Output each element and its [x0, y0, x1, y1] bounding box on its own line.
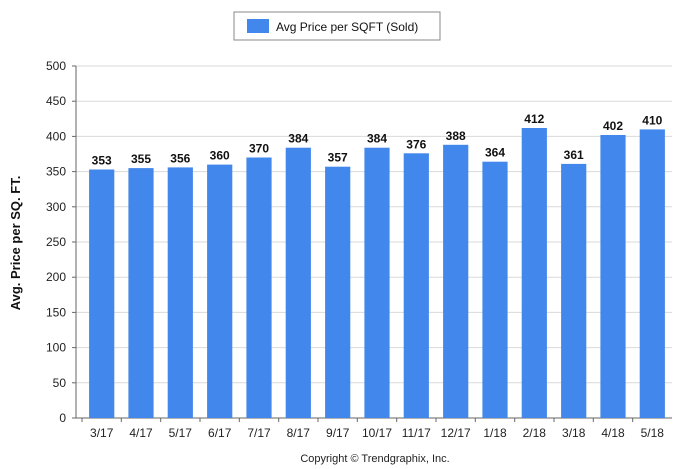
- y-tick-label: 50: [53, 376, 67, 390]
- bar-value-label: 361: [564, 148, 584, 162]
- bar: [325, 166, 351, 418]
- x-tick-label: 3/17: [90, 426, 114, 440]
- x-tick-label: 11/17: [402, 426, 431, 440]
- legend-label: Avg Price per SQFT (Sold): [276, 20, 418, 34]
- legend-swatch: [247, 19, 269, 33]
- bar-value-label: 355: [131, 152, 151, 166]
- y-tick-label: 0: [59, 411, 66, 425]
- x-tick-label: 8/17: [287, 426, 311, 440]
- bar-value-label: 360: [210, 149, 230, 163]
- bar: [285, 147, 311, 418]
- y-tick-label: 300: [46, 200, 66, 214]
- bar: [443, 144, 469, 419]
- x-tick-label: 4/18: [601, 426, 625, 440]
- x-tick-label: 10/17: [362, 426, 392, 440]
- bar: [561, 163, 587, 418]
- bar-value-label: 364: [485, 146, 505, 160]
- y-tick-label: 250: [46, 235, 66, 249]
- bar-value-label: 410: [642, 113, 662, 127]
- bar-value-label: 412: [524, 112, 544, 126]
- bars-layer: 353 355 356 360 370 384 357 384 376 388 364 412 361 4…: [89, 112, 665, 419]
- axis-layer: 0 50 100 150 200 250 300 350 400 450 500 3/17 4/17 5/…: [46, 59, 672, 440]
- x-tick-label: 4/17: [129, 426, 153, 440]
- bar: [167, 167, 193, 418]
- x-tick-label: 7/17: [247, 426, 271, 440]
- bar-value-label: 384: [367, 132, 387, 146]
- bar: [600, 135, 626, 418]
- bar: [364, 147, 390, 418]
- bar-value-label: 356: [170, 151, 190, 165]
- bar: [482, 161, 508, 418]
- legend: Avg Price per SQFT (Sold): [233, 11, 441, 41]
- bar: [246, 157, 272, 418]
- x-tick-label: 9/17: [326, 426, 350, 440]
- bar-value-label: 357: [328, 151, 348, 165]
- x-tick-label: 1/18: [483, 426, 507, 440]
- bar: [89, 169, 115, 418]
- y-tick-label: 500: [46, 59, 66, 73]
- y-tick-label: 400: [46, 129, 66, 143]
- y-tick-label: 450: [46, 94, 66, 108]
- x-tick-label: 5/18: [641, 426, 665, 440]
- bar: [128, 168, 154, 418]
- x-tick-label: 3/18: [562, 426, 586, 440]
- bar: [639, 129, 665, 418]
- y-tick-label: 100: [46, 341, 66, 355]
- y-axis-label: Avg. Price per SQ. FT.: [8, 176, 23, 311]
- bar-value-label: 353: [92, 154, 112, 168]
- x-tick-label: 5/17: [169, 426, 193, 440]
- y-tick-label: 200: [46, 270, 66, 284]
- bar: [403, 153, 429, 419]
- bar-value-label: 402: [603, 119, 623, 133]
- y-tick-label: 350: [46, 165, 66, 179]
- copyright-footer: Copyright © Trendgraphix, Inc.: [300, 453, 449, 465]
- y-tick-label: 150: [46, 305, 66, 319]
- bar: [521, 128, 547, 418]
- bar-value-label: 384: [288, 132, 308, 146]
- bar-value-label: 388: [446, 129, 466, 143]
- bar: [207, 164, 233, 418]
- x-tick-label: 6/17: [208, 426, 232, 440]
- x-tick-label: 12/17: [441, 426, 471, 440]
- x-tick-label: 2/18: [523, 426, 547, 440]
- bar-value-label: 376: [406, 137, 426, 151]
- bar-value-label: 370: [249, 142, 269, 156]
